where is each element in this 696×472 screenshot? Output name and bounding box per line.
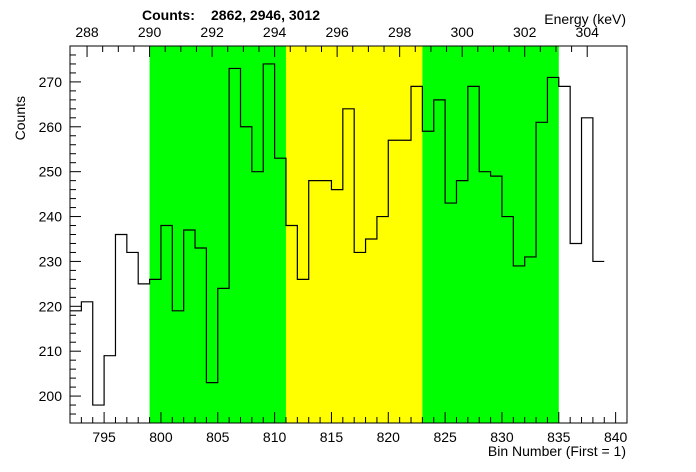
y-axis-ticks: 200 210 220 230 240 250 260 270 <box>39 45 81 424</box>
energy-axis-label: Energy (keV) <box>544 11 626 27</box>
energy-tick-label: 290 <box>138 24 162 40</box>
energy-tick-label: 300 <box>450 24 474 40</box>
energy-tick-label: 302 <box>513 24 537 40</box>
y-tick-label: 240 <box>39 209 63 225</box>
x-tick-label: 810 <box>263 429 287 445</box>
y-tick-label: 210 <box>39 343 63 359</box>
energy-tick-label: 294 <box>263 24 287 40</box>
x-axis-label: Bin Number (First = 1) <box>488 443 626 459</box>
x-tick-label: 830 <box>490 429 514 445</box>
x-tick-label: 825 <box>433 429 457 445</box>
energy-tick-label: 288 <box>75 24 99 40</box>
x-tick-label: 795 <box>92 429 116 445</box>
x-tick-label: 835 <box>547 429 571 445</box>
region-right-background <box>422 46 559 423</box>
y-tick-label: 270 <box>39 74 63 90</box>
energy-tick-label: 296 <box>325 24 349 40</box>
y-tick-label: 220 <box>39 298 63 314</box>
x-tick-label: 840 <box>604 429 628 445</box>
x-tick-label: 815 <box>320 429 344 445</box>
energy-tick-label: 292 <box>200 24 224 40</box>
histogram-step-line <box>70 63 605 406</box>
x-axis-ticks: 795 800 805 810 815 820 825 830 835 840 <box>69 412 628 445</box>
counts-title: Counts: <box>142 7 195 23</box>
histogram-series <box>70 63 605 406</box>
y-tick-label: 230 <box>39 253 63 269</box>
y-tick-label: 250 <box>39 164 63 180</box>
x-tick-label: 805 <box>206 429 230 445</box>
energy-tick-label: 304 <box>576 24 600 40</box>
energy-axis-ticks: 288 290 292 294 296 298 300 302 304 <box>75 24 599 57</box>
x-tick-label: 800 <box>149 429 173 445</box>
counts-values: 2862, 2946, 3012 <box>211 7 320 23</box>
y-tick-label: 260 <box>39 119 63 135</box>
energy-tick-label: 298 <box>388 24 412 40</box>
y-tick-label: 200 <box>39 388 63 404</box>
x-tick-label: 820 <box>377 429 401 445</box>
y-axis-label: Counts <box>12 96 28 140</box>
